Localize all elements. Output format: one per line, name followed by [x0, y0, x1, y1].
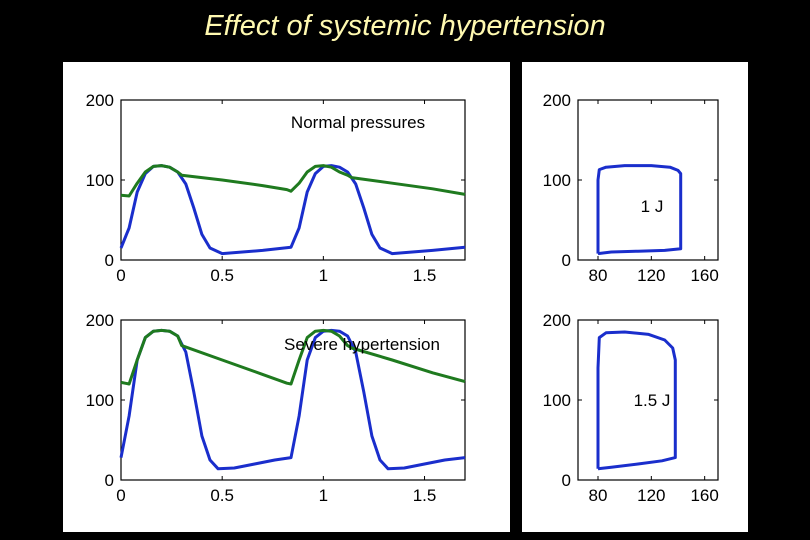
normal-time-xtick-label: 1.5: [413, 266, 437, 285]
normal-loop-ytick-label: 0: [562, 251, 571, 270]
hypertension-loop-xtick-label: 80: [589, 486, 608, 505]
normal-loop-xtick-label: 160: [690, 266, 718, 285]
normal-time-ytick-label: 0: [105, 251, 114, 270]
hypertension-time-ytick-label: 100: [86, 391, 114, 410]
hypertension-time-xtick-label: 0.5: [210, 486, 234, 505]
hypertension-loop-ytick-label: 200: [543, 311, 571, 330]
hypertension-time-xtick-label: 0: [116, 486, 125, 505]
normal-loop-series-pv-loop: [596, 164, 683, 256]
normal-loop-ytick-label: 100: [543, 171, 571, 190]
slide-title: Effect of systemic hypertension: [204, 10, 606, 42]
normal-time-xtick-label: 0: [116, 266, 125, 285]
hypertension-time-ytick-label: 0: [105, 471, 114, 490]
hypertension-time-xtick-label: 1.5: [413, 486, 437, 505]
hypertension-loop-annotation: 1.5 J: [634, 391, 671, 410]
normal-time-series-ventricular-pressure: [119, 164, 466, 256]
normal-time-xtick-label: 1: [319, 266, 328, 285]
normal-loop-xtick-label: 120: [637, 266, 665, 285]
normal-loop-ytick-label: 200: [543, 91, 571, 110]
hypertension-loop-xtick-label: 160: [690, 486, 718, 505]
hypertension-time-xtick-label: 1: [319, 486, 328, 505]
normal-time-annotation: Normal pressures: [291, 113, 425, 132]
hypertension-time-series-aortic-pressure: [120, 328, 466, 386]
time-plots-panel: [63, 62, 510, 532]
hypertension-loop-xtick-label: 120: [637, 486, 665, 505]
loop-plots-panel: [522, 62, 748, 532]
hypertension-loop-series-pv-loop: [596, 330, 677, 471]
hypertension-time-ytick-label: 200: [86, 311, 114, 330]
normal-loop-annotation: 1 J: [641, 197, 664, 216]
hypertension-loop-ytick-label: 100: [543, 391, 571, 410]
normal-time-xtick-label: 0.5: [210, 266, 234, 285]
normal-time-series-aortic-pressure: [120, 164, 466, 198]
normal-loop-xtick-label: 80: [589, 266, 608, 285]
hypertension-time-annotation: Severe hypertension: [284, 335, 440, 354]
normal-time-ytick-label: 200: [86, 91, 114, 110]
hypertension-loop-ytick-label: 0: [562, 471, 571, 490]
normal-time-ytick-label: 100: [86, 171, 114, 190]
